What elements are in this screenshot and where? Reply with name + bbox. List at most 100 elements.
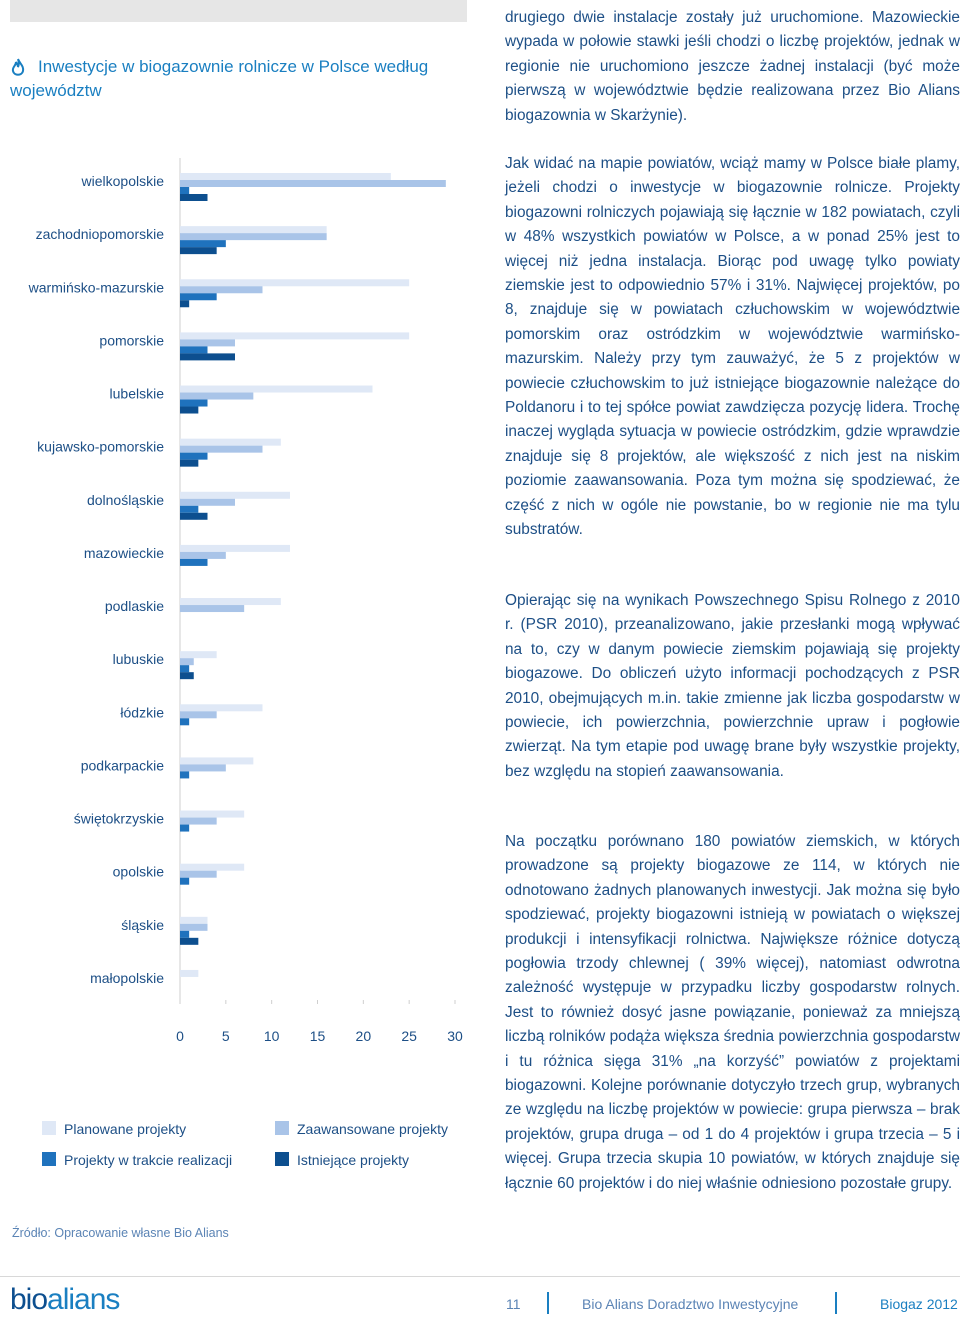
category-label: lubelskie — [110, 386, 165, 402]
bar — [180, 551, 226, 559]
category-label: śląskie — [121, 917, 164, 933]
paragraph: Jak widać na mapie powiatów, wciąż mamy … — [505, 155, 960, 539]
paragraph: drugiego dwie instalacje zostały już uru… — [505, 9, 960, 124]
bar — [180, 346, 208, 354]
legend-label: Zaawansowane projekty — [297, 1121, 448, 1137]
bar — [180, 930, 190, 938]
bar — [180, 293, 217, 301]
bar — [180, 491, 290, 499]
bar — [180, 180, 446, 187]
bar — [180, 226, 327, 234]
bar — [180, 498, 235, 506]
x-tick-label: 5 — [222, 1028, 230, 1044]
separator — [835, 1292, 837, 1314]
x-tick-label: 20 — [356, 1028, 372, 1044]
bar — [180, 558, 208, 566]
x-tick-label: 25 — [401, 1028, 417, 1044]
bar — [180, 877, 190, 885]
bar — [180, 187, 190, 194]
header-bar — [10, 0, 467, 22]
bar — [180, 332, 410, 340]
legend-label: Planowane projekty — [64, 1121, 186, 1137]
bar — [180, 240, 226, 248]
bar — [180, 824, 190, 832]
bar — [180, 665, 190, 673]
x-tick-label: 0 — [176, 1028, 184, 1044]
separator — [547, 1292, 549, 1314]
bar — [180, 969, 199, 977]
logo-bio: bio — [10, 1283, 48, 1316]
bar — [180, 452, 208, 460]
bar — [180, 286, 263, 294]
category-label: lubuskie — [113, 651, 165, 667]
legend-swatch — [42, 1121, 56, 1135]
x-tick-label: 15 — [310, 1028, 326, 1044]
legend-label: Projekty w trakcie realizacji — [64, 1152, 232, 1168]
bar — [180, 757, 254, 765]
logo-alians: alians — [47, 1283, 120, 1316]
bar — [180, 651, 217, 659]
page-number: 11 — [506, 1296, 521, 1312]
bar — [180, 672, 194, 680]
bar — [180, 764, 226, 772]
category-label: kujawsko-pomorskie — [37, 439, 164, 455]
category-label: wielkopolskie — [81, 173, 165, 189]
bar — [180, 406, 199, 414]
bar — [180, 916, 208, 924]
category-label: opolskie — [113, 864, 165, 880]
bar — [180, 704, 263, 712]
x-tick-label: 10 — [264, 1028, 280, 1044]
bar — [180, 598, 281, 606]
company: Bio Alians Doradztwo Inwestycyjne — [582, 1296, 799, 1312]
bar — [180, 445, 263, 453]
bar — [180, 173, 391, 180]
category-label: łódzkie — [120, 704, 164, 720]
legend-label: Istniejące projekty — [297, 1152, 409, 1168]
footer-rule — [0, 1276, 960, 1277]
bar — [180, 544, 290, 552]
publication: Biogaz 2012 — [880, 1296, 958, 1312]
category-label: dolnośląskie — [87, 492, 164, 508]
bar — [180, 658, 194, 666]
bar — [180, 353, 235, 361]
bar — [180, 923, 208, 931]
bar — [180, 233, 327, 241]
bar — [180, 870, 217, 878]
source: Źródło: Opracowanie własne Bio Alians — [12, 1225, 229, 1240]
paragraph: Opierając się na wynikach Powszechnego S… — [505, 592, 960, 780]
category-label: warmińsko-mazurskie — [28, 279, 165, 295]
bar — [180, 810, 245, 818]
category-label: podkarpackie — [81, 757, 164, 773]
bar — [180, 194, 208, 201]
bar — [180, 512, 208, 520]
bar — [180, 771, 190, 779]
bar — [180, 300, 190, 308]
bar — [180, 937, 199, 945]
bar — [180, 399, 208, 407]
bar — [180, 505, 199, 513]
chart-title: Inwestycje w biogazownie rolnicze w Pols… — [10, 57, 429, 100]
bar — [180, 718, 190, 726]
category-label: mazowieckie — [84, 545, 164, 561]
bar — [180, 817, 217, 825]
category-label: zachodniopomorskie — [36, 226, 165, 242]
legend-swatch — [275, 1121, 289, 1135]
paragraph: Na początku porównano 180 powiatów ziems… — [505, 833, 960, 1192]
category-label: podlaskie — [105, 598, 164, 614]
flame-icon — [11, 58, 25, 76]
bar — [180, 711, 217, 719]
bar — [180, 247, 217, 255]
bar — [180, 385, 373, 393]
x-tick-label: 30 — [447, 1028, 463, 1044]
bar — [180, 605, 245, 613]
legend-swatch — [275, 1152, 289, 1166]
bar — [180, 438, 281, 446]
logo: bioalians — [10, 1283, 120, 1317]
bar — [180, 863, 245, 871]
legend-swatch — [42, 1152, 56, 1166]
category-label: pomorskie — [99, 332, 164, 348]
bar — [180, 339, 235, 347]
category-label: małopolskie — [90, 970, 164, 986]
chart: 0 5 10 15 20 25 30 wielkopolskie zachodniopomors… — [12, 158, 463, 1240]
